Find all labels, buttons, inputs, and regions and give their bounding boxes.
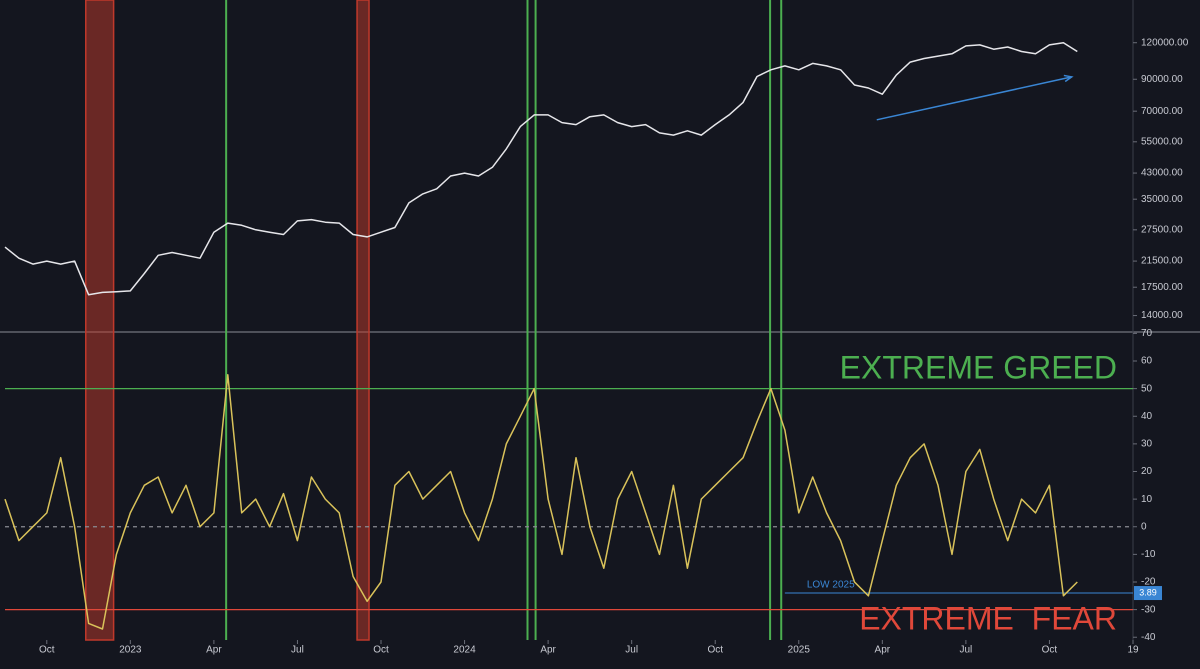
y-tick-label: 35000.00 <box>1141 194 1183 205</box>
y-tick-label: 50 <box>1141 383 1153 394</box>
y-tick-label: 0 <box>1141 521 1147 532</box>
y-tick-label: 90000.00 <box>1141 74 1183 85</box>
low-badge-bg <box>1134 586 1162 601</box>
low-label: LOW 2025 <box>807 580 855 591</box>
y-tick-label: 40 <box>1141 411 1153 422</box>
x-tick-label: Jul <box>291 645 304 656</box>
trend-arrow <box>876 76 1072 121</box>
low-badge: 3.89 <box>1139 587 1157 597</box>
y-tick-label: -20 <box>1141 577 1156 588</box>
y-tick-label: 30 <box>1141 439 1153 450</box>
y-tick-label: 21500.00 <box>1141 256 1183 267</box>
y-tick-label: 17500.00 <box>1141 282 1183 293</box>
x-tick-label: Apr <box>206 645 222 656</box>
x-tick-label: 2024 <box>453 645 476 656</box>
y-tick-label: 20 <box>1141 466 1153 477</box>
x-tick-label: 19 <box>1127 645 1139 656</box>
x-tick-label: Oct <box>707 645 723 656</box>
x-tick-label: Oct <box>373 645 389 656</box>
y-tick-label: -30 <box>1141 604 1156 615</box>
x-tick-label: 2023 <box>119 645 142 656</box>
x-tick-label: Apr <box>540 645 556 656</box>
x-tick-label: Oct <box>1042 645 1058 656</box>
x-tick-label: 2025 <box>788 645 811 656</box>
y-tick-label: 55000.00 <box>1141 136 1183 147</box>
fear-label: EXTREME FEAR <box>859 600 1117 636</box>
y-tick-label: 27500.00 <box>1141 224 1183 235</box>
greed-label: EXTREME GREED <box>840 349 1117 385</box>
y-tick-label: 70000.00 <box>1141 106 1183 117</box>
x-tick-label: Oct <box>39 645 55 656</box>
fear-zone <box>356 0 370 641</box>
y-tick-label: 14000.00 <box>1141 310 1183 321</box>
x-tick-label: Jul <box>959 645 972 656</box>
y-tick-label: 43000.00 <box>1141 168 1183 179</box>
y-tick-label: -40 <box>1141 632 1156 643</box>
y-tick-label: 120000.00 <box>1141 37 1189 48</box>
x-tick-label: Jul <box>625 645 638 656</box>
y-tick-label: -10 <box>1141 549 1156 560</box>
series-line <box>4 374 1078 630</box>
x-tick-label: Apr <box>875 645 891 656</box>
y-tick-label: 70 <box>1141 328 1153 339</box>
series-line <box>4 41 1078 296</box>
arrow-head <box>1063 74 1074 83</box>
fear-zone <box>85 0 115 641</box>
y-tick-label: 10 <box>1141 494 1153 505</box>
y-tick-label: 60 <box>1141 356 1153 367</box>
